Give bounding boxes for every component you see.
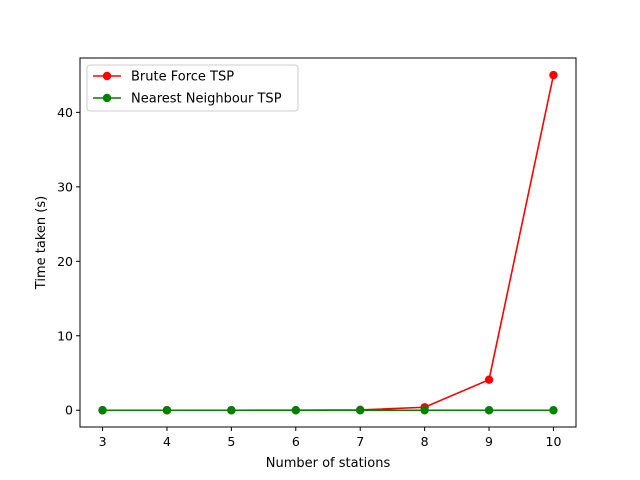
data-point	[162, 406, 172, 415]
data-point	[484, 375, 494, 384]
y-tick-label: 20	[57, 254, 73, 269]
data-point	[549, 406, 558, 415]
x-tick-label: 6	[292, 434, 300, 449]
x-axis-label: Number of stations	[266, 456, 391, 471]
y-tick-label: 40	[57, 105, 73, 120]
series-layer	[98, 70, 558, 415]
legend-label: Nearest Neighbour TSP	[131, 92, 282, 107]
x-tick-label: 8	[421, 434, 429, 449]
series-line-0	[102, 74, 555, 412]
legend-label: Brute Force TSP	[131, 70, 234, 85]
legend-marker	[102, 71, 112, 81]
legend: Brute Force TSP Nearest Neighbour TSP	[86, 64, 299, 112]
data-point	[484, 406, 494, 415]
y-axis-ticks: 0 10 20 30 40	[57, 105, 80, 418]
legend-box	[86, 64, 299, 112]
x-axis-ticks: 3 4 5 6 7 8 9 10	[99, 427, 562, 449]
x-tick-label: 9	[485, 434, 493, 449]
y-axis-label: Time taken (s)	[34, 196, 49, 290]
data-point	[356, 406, 365, 415]
data-point	[291, 406, 300, 415]
y-tick-label: 0	[65, 403, 73, 418]
data-point	[227, 406, 236, 415]
x-tick-label: 4	[163, 434, 171, 449]
x-tick-label: 7	[356, 434, 364, 449]
x-tick-label: 3	[99, 434, 107, 449]
y-tick-label: 10	[57, 328, 73, 343]
y-tick-label: 30	[57, 179, 73, 194]
x-tick-label: 10	[546, 434, 562, 449]
plot-frame	[79, 57, 577, 428]
x-tick-label: 5	[227, 434, 235, 449]
legend-marker	[102, 93, 112, 103]
data-point	[549, 70, 558, 80]
data-point	[420, 406, 429, 415]
data-point	[98, 406, 107, 415]
